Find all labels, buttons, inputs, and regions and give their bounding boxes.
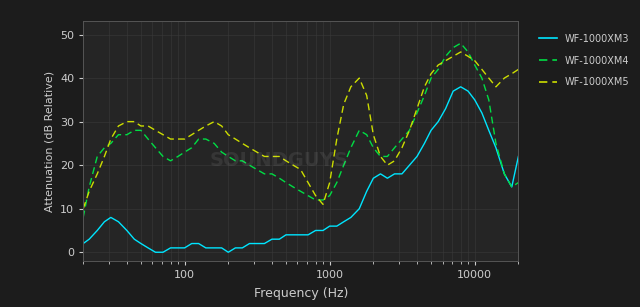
WF-1000XM4 bbox=[457, 41, 465, 45]
WF-1000XM4 bbox=[340, 163, 348, 167]
WF-1000XM4 bbox=[180, 150, 188, 154]
Line: WF-1000XM3: WF-1000XM3 bbox=[83, 87, 518, 252]
Legend: WF-1000XM3, WF-1000XM4, WF-1000XM5: WF-1000XM3, WF-1000XM4, WF-1000XM5 bbox=[536, 31, 632, 90]
WF-1000XM3 bbox=[152, 251, 159, 254]
WF-1000XM5 bbox=[180, 137, 188, 141]
WF-1000XM4 bbox=[166, 159, 174, 163]
WF-1000XM3 bbox=[347, 216, 355, 219]
WF-1000XM5 bbox=[515, 68, 522, 71]
WF-1000XM4 bbox=[515, 181, 522, 185]
WF-1000XM5 bbox=[340, 102, 348, 106]
Text: SOUNDGUYS: SOUNDGUYS bbox=[210, 151, 348, 170]
WF-1000XM5 bbox=[232, 137, 239, 141]
WF-1000XM3 bbox=[239, 246, 246, 250]
WF-1000XM3 bbox=[457, 85, 465, 89]
WF-1000XM5 bbox=[464, 54, 472, 58]
WF-1000XM3 bbox=[515, 155, 522, 158]
WF-1000XM5 bbox=[312, 194, 319, 197]
Line: WF-1000XM5: WF-1000XM5 bbox=[83, 52, 518, 209]
WF-1000XM3 bbox=[471, 98, 479, 102]
Y-axis label: Attenuation (dB Relative): Attenuation (dB Relative) bbox=[45, 71, 54, 212]
WF-1000XM3 bbox=[79, 242, 87, 245]
WF-1000XM4 bbox=[464, 50, 472, 54]
WF-1000XM3 bbox=[319, 229, 327, 232]
WF-1000XM5 bbox=[79, 207, 87, 211]
WF-1000XM4 bbox=[312, 198, 319, 202]
WF-1000XM3 bbox=[174, 246, 182, 250]
Line: WF-1000XM4: WF-1000XM4 bbox=[83, 43, 518, 217]
WF-1000XM4 bbox=[79, 216, 87, 219]
WF-1000XM4 bbox=[232, 159, 239, 163]
WF-1000XM5 bbox=[166, 137, 174, 141]
WF-1000XM5 bbox=[457, 50, 465, 54]
WF-1000XM3 bbox=[188, 242, 196, 245]
X-axis label: Frequency (Hz): Frequency (Hz) bbox=[253, 287, 348, 300]
